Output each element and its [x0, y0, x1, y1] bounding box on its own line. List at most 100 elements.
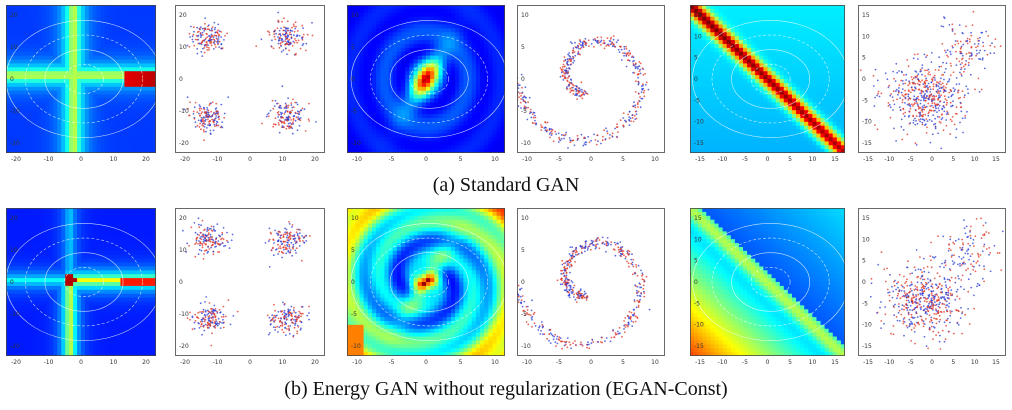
heatmap-cell [467, 32, 473, 37]
sample-point [218, 46, 221, 48]
heatmap-cell [718, 5, 724, 10]
heatmap-cell [384, 71, 390, 76]
heatmap-cell [376, 86, 381, 92]
heatmap-cell [100, 47, 106, 53]
heatmap-cell [488, 20, 494, 26]
heatmap-cell [710, 51, 716, 57]
heatmap-cell [73, 121, 78, 127]
heatmap-cell [88, 102, 94, 107]
heatmap-cell [463, 94, 469, 100]
heatmap-cell [57, 90, 62, 96]
heatmap-cell [108, 90, 114, 96]
heatmap-cell [112, 5, 118, 10]
heatmap-cell [92, 102, 98, 107]
heatmap-cell [726, 125, 732, 131]
heatmap-cell [690, 47, 695, 53]
heatmap-cell [116, 110, 122, 115]
heatmap-cell [388, 106, 394, 111]
heatmap-cell [430, 63, 435, 68]
heatmap-cell [152, 8, 156, 14]
heatmap-cell [726, 149, 732, 153]
heatmap-cell [488, 141, 494, 146]
heatmap-cell [81, 137, 86, 142]
heatmap-cell [108, 16, 114, 22]
heatmap-cell [355, 71, 361, 76]
heatmap-cell [730, 102, 736, 107]
heatmap-cell [751, 24, 756, 29]
sample-point [315, 121, 317, 123]
heatmap-cell [25, 55, 31, 61]
heatmap-cell [779, 121, 785, 127]
heatmap-cell [442, 16, 448, 22]
heatmap-cell [49, 129, 54, 135]
heatmap-cell [116, 55, 122, 61]
heatmap-cell [388, 36, 394, 41]
heatmap-cell [152, 43, 156, 49]
heatmap-cell [722, 114, 728, 119]
heatmap-cell [743, 102, 748, 107]
heatmap-cell [92, 55, 98, 61]
heatmap-cell [738, 90, 744, 96]
x-tick-label: -5 [389, 156, 395, 163]
heatmap-cell [396, 145, 402, 150]
heatmap-cell [401, 47, 406, 53]
heatmap-cell [751, 149, 756, 153]
heatmap-cell [132, 125, 137, 131]
heatmap-cell [104, 125, 110, 131]
heatmap-cell [33, 36, 39, 41]
heatmap-cell [132, 24, 137, 29]
heatmap-cell [69, 82, 74, 88]
heatmap-cell [29, 98, 35, 103]
heatmap-cell [714, 117, 720, 123]
heatmap-cell [722, 40, 728, 45]
heatmap-cell [37, 36, 43, 41]
heatmap-cell [430, 98, 435, 103]
heatmap-cell [29, 59, 35, 65]
heatmap-cell [771, 102, 777, 107]
heatmap-cell [367, 20, 373, 26]
sample-point [292, 40, 295, 43]
heatmap-cell [730, 67, 736, 72]
heatmap-cell [367, 106, 373, 111]
heatmap-cell [132, 28, 137, 33]
heatmap-cell [763, 79, 769, 84]
heatmap-cell [92, 40, 98, 45]
sample-point [564, 59, 567, 61]
sample-point [634, 110, 637, 113]
sample-point [277, 39, 280, 42]
heatmap-cell [144, 16, 149, 22]
heatmap-cell [710, 24, 716, 29]
heatmap-cell [132, 51, 137, 57]
heatmap-cell [88, 5, 94, 10]
heatmap-cell [426, 137, 431, 142]
heatmap-cell [77, 82, 82, 88]
heatmap-cell [450, 137, 456, 142]
heatmap-cell [471, 75, 477, 80]
heatmap-cell [41, 51, 47, 57]
heatmap-cell [77, 149, 82, 153]
heatmap-cell [401, 90, 406, 96]
heatmap-cell [367, 5, 373, 10]
sample-point [577, 91, 580, 94]
heatmap-cell [6, 16, 11, 22]
heatmap-cell [413, 47, 419, 53]
heatmap-cell [783, 47, 789, 53]
heatmap-cell [450, 102, 456, 107]
heatmap-cell [743, 24, 748, 29]
heatmap-cell [17, 114, 23, 119]
heatmap-cell [722, 63, 728, 68]
heatmap-cell [77, 67, 82, 72]
heatmap-cell [455, 59, 460, 65]
heatmap-cell [140, 40, 145, 45]
sample-point [522, 96, 524, 99]
heatmap-cell [6, 47, 11, 53]
heatmap-cell [475, 47, 481, 53]
heatmap-cell [763, 114, 769, 119]
heatmap-cell [120, 141, 126, 146]
heatmap-cell [124, 145, 129, 150]
heatmap-cell [69, 55, 74, 61]
heatmap-cell [500, 145, 505, 150]
heatmap-cell [69, 40, 74, 45]
sample-point [568, 67, 570, 70]
heatmap-cell [417, 90, 423, 96]
